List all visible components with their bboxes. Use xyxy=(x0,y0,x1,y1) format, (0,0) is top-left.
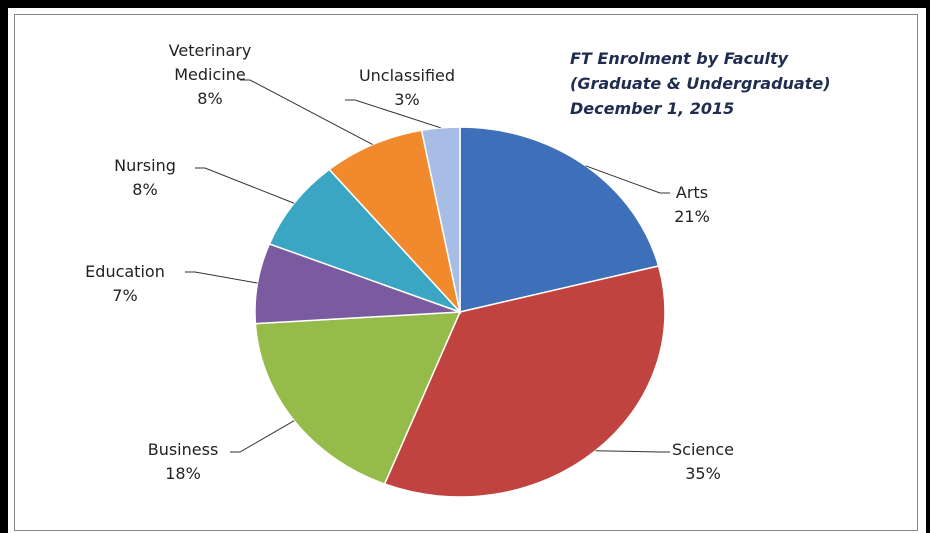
slice-label: Education 7% xyxy=(65,260,185,308)
value-label: 21% xyxy=(674,207,710,226)
leader-line xyxy=(240,79,373,146)
category-label: Business xyxy=(147,440,219,459)
chart-title: FT Enrolment by Faculty (Graduate & Unde… xyxy=(570,46,831,121)
category-label: Science xyxy=(671,440,735,459)
slice-label: Nursing 8% xyxy=(85,154,205,202)
value-label: 7% xyxy=(112,286,138,305)
value-label: 8% xyxy=(197,89,223,108)
title-line: December 1, 2015 xyxy=(570,99,735,118)
slice-label: Unclassified 3% xyxy=(347,64,467,112)
leader-line xyxy=(230,420,295,453)
slice-label: Science 35% xyxy=(643,438,763,486)
value-label: 8% xyxy=(132,180,158,199)
category-label: Arts xyxy=(675,183,709,202)
leader-line xyxy=(585,165,670,194)
title-line: (Graduate & Undergraduate) xyxy=(570,74,831,93)
leader-line xyxy=(195,167,295,204)
leader-line xyxy=(345,99,441,129)
value-label: 3% xyxy=(394,90,420,109)
slice-label: Arts 21% xyxy=(632,181,752,229)
value-label: 18% xyxy=(165,464,201,483)
category-label: Education xyxy=(85,262,165,281)
value-label: 35% xyxy=(685,464,721,483)
title-line: FT Enrolment by Faculty xyxy=(570,49,789,68)
pie-slice xyxy=(328,129,462,315)
pie-slice xyxy=(268,168,461,313)
category-label: Veterinary Medicine xyxy=(168,41,252,84)
slice-label: Veterinary Medicine 8% xyxy=(150,39,270,111)
leader-line xyxy=(595,450,670,453)
leader-line xyxy=(185,271,258,284)
category-label: Unclassified xyxy=(358,66,456,85)
slice-label: Business 18% xyxy=(123,438,243,486)
category-label: Nursing xyxy=(114,156,176,175)
pie-slice xyxy=(420,126,461,313)
pie-slice xyxy=(459,126,660,313)
